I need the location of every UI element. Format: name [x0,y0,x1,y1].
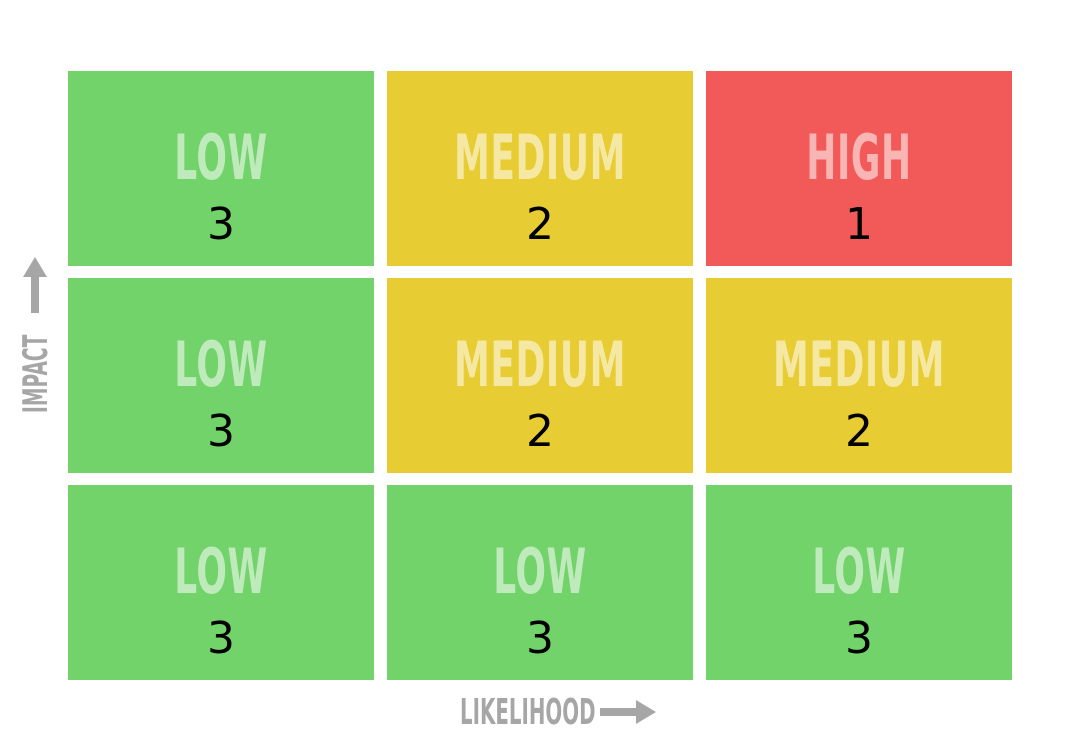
risk-count: 2 [526,406,554,457]
risk-level-label: HIGH [806,121,912,194]
risk-count: 3 [526,613,554,664]
risk-cell: MEDIUM 2 [387,71,693,266]
impact-axis: IMPACT [14,255,58,420]
risk-count: 2 [526,199,554,250]
risk-cell: MEDIUM 2 [706,278,1012,473]
risk-level-label: LOW [174,121,268,194]
risk-count: 2 [845,406,873,457]
risk-level-label: LOW [493,535,587,608]
likelihood-axis: LIKELIHOOD [460,690,658,734]
risk-count: 1 [845,199,873,250]
risk-cell: MEDIUM 2 [387,278,693,473]
arrow-right-icon [600,700,656,724]
risk-count: 3 [207,613,235,664]
risk-count: 3 [207,406,235,457]
risk-level-label: MEDIUM [453,328,627,401]
risk-cell: LOW 3 [68,278,374,473]
risk-level-label: LOW [174,535,268,608]
risk-cell: LOW 3 [387,485,693,680]
risk-cell: LOW 3 [68,71,374,266]
arrow-up-icon [23,257,47,313]
risk-level-label: LOW [812,535,906,608]
risk-cell: HIGH 1 [706,71,1012,266]
likelihood-axis-label: LIKELIHOOD [460,691,596,733]
risk-level-label: MEDIUM [453,121,627,194]
risk-level-label: MEDIUM [772,328,946,401]
risk-cell: LOW 3 [68,485,374,680]
risk-count: 3 [845,613,873,664]
impact-axis-label: IMPACT [16,334,56,414]
risk-cell: LOW 3 [706,485,1012,680]
risk-count: 3 [207,199,235,250]
risk-level-label: LOW [174,328,268,401]
